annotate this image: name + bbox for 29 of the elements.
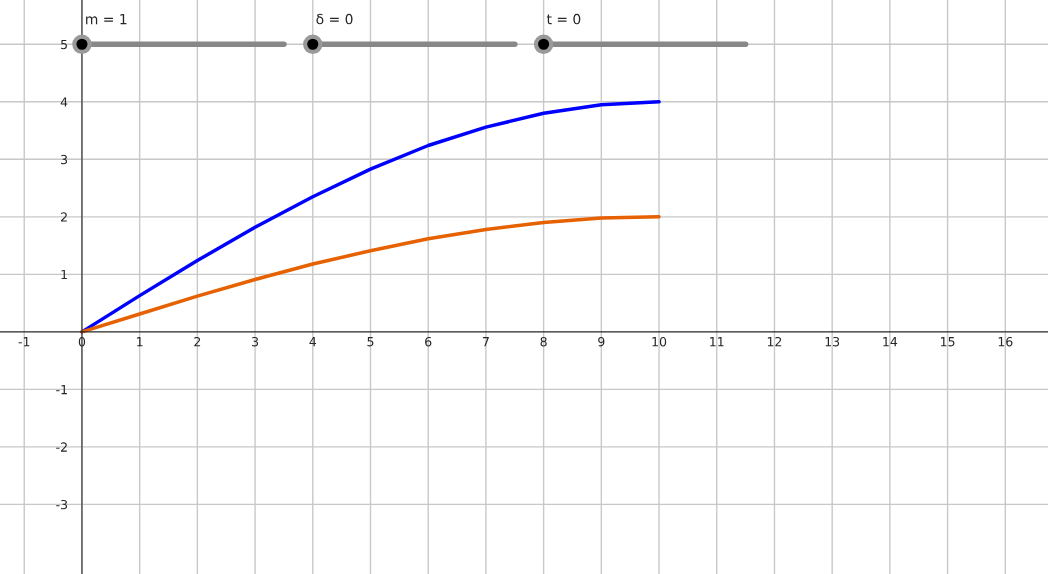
x-tick-label: 1 [137,337,143,347]
x-tick-label: 13 [825,336,840,347]
x-tick-label: 4 [309,337,317,347]
x-tick-label: 7 [482,337,489,347]
x-tick-label: 8 [540,336,547,347]
annotation: m = 1 [86,14,127,25]
line-series [80,215,661,334]
x-tick-label: 2 [194,336,201,347]
y-tick-label: 5 [61,39,67,50]
y-tick-label: -2 [56,442,67,452]
y-tick-label: 4 [60,97,68,107]
annotation: t = 0 [546,13,581,25]
y-tick-label: -3 [56,499,68,510]
x-tick-label: 6 [425,336,432,347]
x-tick-label: 10 [652,336,667,347]
y-tick-label: 1 [61,269,67,280]
y-tick-label: 3 [61,154,68,165]
y-tick-label: -1 [56,385,67,395]
x-tick-label: 15 [941,337,955,347]
x-tick-label: -1 [18,337,30,347]
x-tick-label: 16 [998,336,1013,347]
x-tick-label: 14 [883,337,898,347]
x-tick-label: 9 [598,336,605,347]
x-tick-label: 5 [367,337,374,347]
x-tick-label: 3 [252,336,259,347]
y-tick-label: 2 [61,212,67,222]
x-tick-label: 11 [710,337,724,347]
annotation: δ = 0 [316,13,353,25]
x-tick-label: 12 [767,336,782,347]
